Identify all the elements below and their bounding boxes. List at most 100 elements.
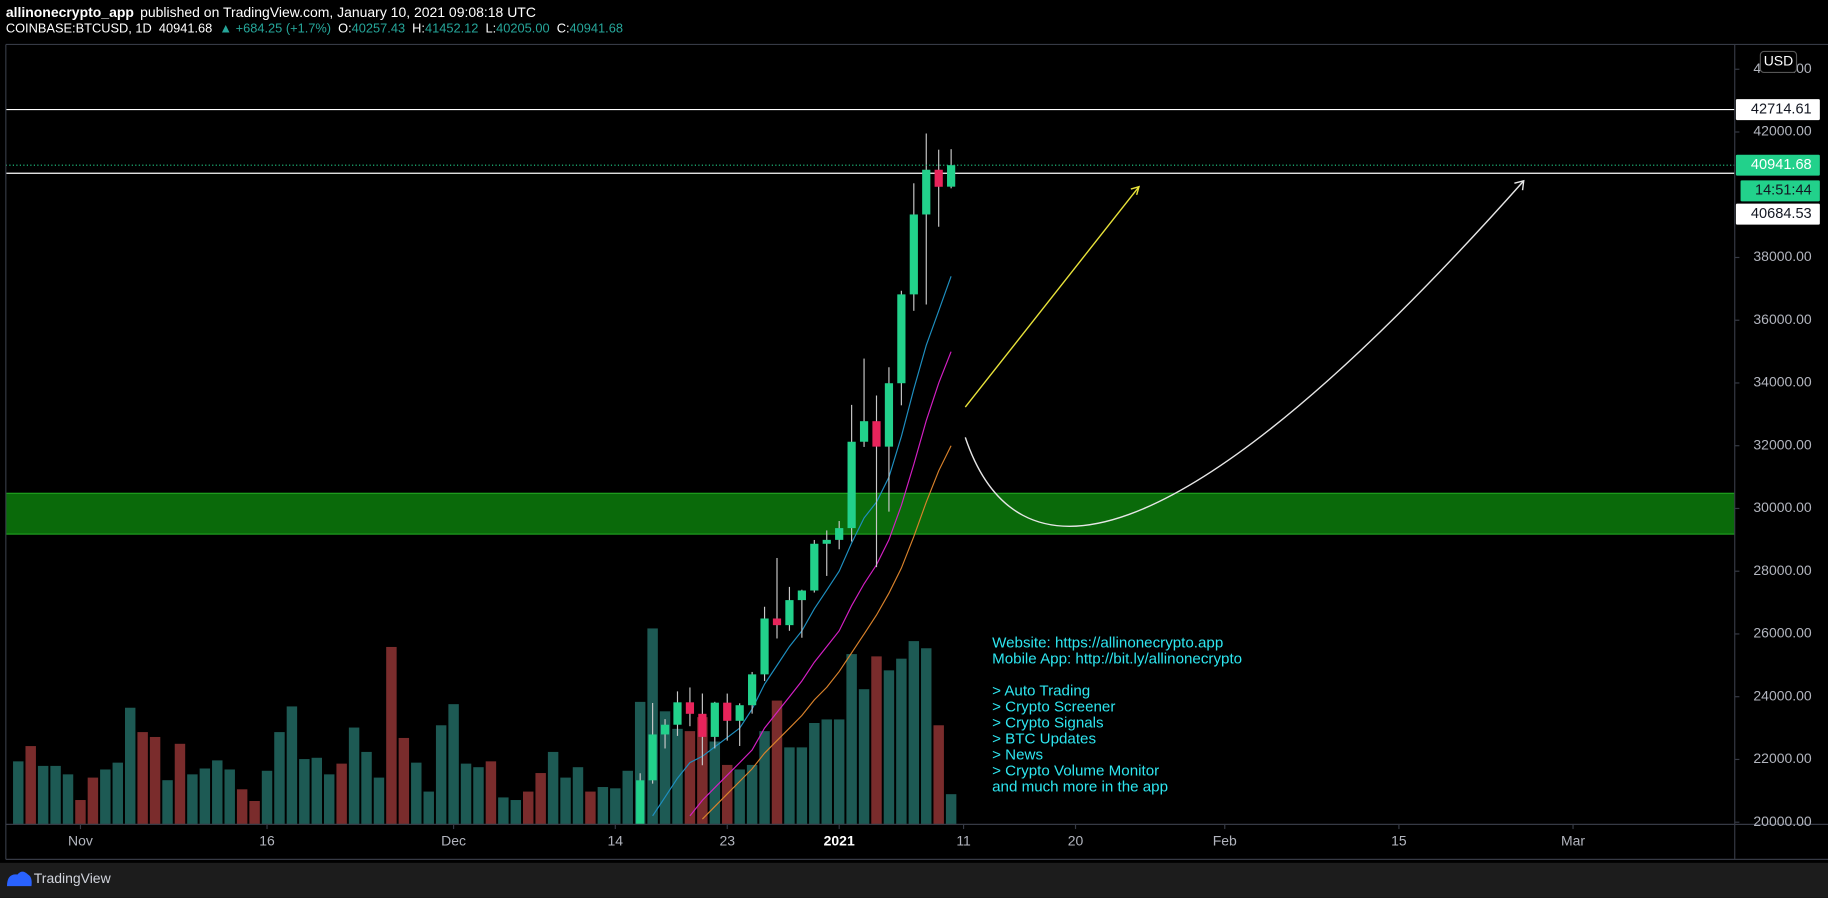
y-tick-label: 38000.00 bbox=[1753, 248, 1811, 264]
volume-bar bbox=[535, 773, 546, 825]
h: 41452.12 bbox=[425, 21, 478, 36]
last-price-label-box bbox=[1735, 154, 1820, 176]
y-tick-label: 32000.00 bbox=[1753, 436, 1811, 452]
header: allinonecrypto_app published on TradingV… bbox=[6, 4, 536, 20]
y-tick-label: 34000.00 bbox=[1753, 374, 1811, 390]
curve-head bbox=[1514, 179, 1525, 191]
author: allinonecrypto_app bbox=[6, 4, 134, 20]
volume-bar bbox=[610, 788, 621, 825]
volume-bar bbox=[634, 701, 646, 825]
annotation: > Crypto Signals bbox=[992, 715, 1104, 732]
volume-bar bbox=[871, 656, 882, 825]
volume-bar bbox=[224, 769, 235, 825]
volume-bar bbox=[62, 774, 74, 825]
candle-body bbox=[947, 165, 956, 187]
x-tick-label: Feb bbox=[1213, 833, 1237, 849]
annotation: Website: https://allinonecrypto.app bbox=[992, 635, 1223, 652]
y-tick-label: 30000.00 bbox=[1753, 499, 1811, 515]
volume-bar bbox=[809, 723, 820, 825]
candle-body bbox=[859, 421, 869, 442]
change: ▲ +684.25 (+1.7%) bbox=[219, 21, 331, 36]
o: 40257.43 bbox=[352, 21, 405, 36]
candle-body bbox=[636, 780, 645, 825]
volume-bar bbox=[199, 768, 211, 825]
volume-bar bbox=[908, 641, 920, 825]
volume-bar bbox=[883, 670, 895, 825]
x-tick-label: Mar bbox=[1561, 833, 1585, 849]
annotation: > BTC Updates bbox=[992, 731, 1096, 748]
annotation: and much more in the app bbox=[992, 778, 1168, 795]
level-label: 40684.53 bbox=[1751, 206, 1812, 222]
x-tick-label: 11 bbox=[956, 833, 971, 849]
candle-body bbox=[648, 734, 657, 781]
volume-bar bbox=[921, 648, 932, 825]
c: 40941.68 bbox=[570, 21, 623, 36]
x-tick-label: 20 bbox=[1068, 833, 1084, 849]
h-label: H: bbox=[412, 21, 425, 36]
candle-body bbox=[810, 543, 819, 591]
volume-bar bbox=[124, 707, 136, 825]
volume-bar bbox=[187, 774, 198, 825]
y-tick-label: 28000.00 bbox=[1753, 562, 1811, 578]
x-tick-label: 2021 bbox=[824, 833, 855, 849]
candle-body bbox=[785, 600, 794, 626]
volume-bar bbox=[261, 770, 273, 825]
volume-bar bbox=[348, 727, 360, 825]
l: 40205.00 bbox=[496, 21, 549, 36]
volume-bar bbox=[796, 747, 808, 825]
level-label-box bbox=[1735, 203, 1820, 225]
x-tick-label: 23 bbox=[719, 833, 735, 849]
y-tick-label: 36000.00 bbox=[1753, 311, 1811, 327]
candle-body bbox=[835, 528, 844, 540]
candle-body bbox=[934, 169, 943, 187]
volume-bar bbox=[112, 762, 123, 825]
volume-bar bbox=[286, 706, 298, 825]
volume-bar bbox=[212, 760, 223, 825]
volume-bar bbox=[833, 719, 845, 825]
volume-bar bbox=[361, 751, 372, 825]
y-tick-label: 20000.00 bbox=[1753, 813, 1811, 829]
volume-bar bbox=[697, 717, 708, 825]
x-tick-label: 15 bbox=[1391, 833, 1407, 849]
annotation: > News bbox=[992, 746, 1043, 763]
annotation: > Crypto Volume Monitor bbox=[992, 762, 1159, 779]
logo bbox=[6, 871, 32, 887]
volume-bar bbox=[386, 646, 397, 825]
support-zone bbox=[5, 492, 1735, 535]
plot bbox=[5, 108, 1735, 825]
volume-bar bbox=[771, 700, 783, 825]
level-label: 42714.61 bbox=[1751, 101, 1812, 117]
volume-bar bbox=[709, 741, 721, 825]
volume-bar bbox=[523, 791, 534, 825]
candle-body bbox=[748, 674, 757, 706]
published: published on TradingView.com, January 10… bbox=[140, 4, 536, 20]
o-label: O: bbox=[338, 21, 352, 36]
volume-bar bbox=[858, 689, 870, 825]
arrow-head bbox=[1130, 185, 1141, 196]
volume-bar bbox=[50, 765, 61, 825]
volume-bar bbox=[100, 769, 111, 825]
candle-body bbox=[797, 590, 806, 601]
volume-bar bbox=[423, 791, 434, 825]
volume-bar bbox=[684, 731, 696, 825]
volume-bar bbox=[323, 774, 335, 825]
candle-body bbox=[922, 169, 931, 215]
volume-bar bbox=[846, 654, 857, 825]
y-tick-label: 26000.00 bbox=[1753, 625, 1811, 641]
volume-bar bbox=[597, 787, 609, 825]
moving-average bbox=[689, 351, 952, 817]
candle-body bbox=[822, 539, 831, 544]
volume-bar bbox=[174, 743, 186, 825]
volume-bar bbox=[311, 757, 323, 825]
volume-bar bbox=[659, 711, 671, 825]
arrow bbox=[964, 186, 1140, 408]
volume-bar bbox=[87, 777, 99, 825]
level-label-box bbox=[1735, 99, 1820, 121]
volume-bar bbox=[622, 770, 633, 825]
volume-bar bbox=[510, 800, 522, 825]
x-tick-label: 14 bbox=[608, 833, 624, 849]
y-tick-label: 42000.00 bbox=[1753, 123, 1811, 139]
curve bbox=[964, 180, 1525, 527]
currency: USD bbox=[1764, 53, 1794, 69]
